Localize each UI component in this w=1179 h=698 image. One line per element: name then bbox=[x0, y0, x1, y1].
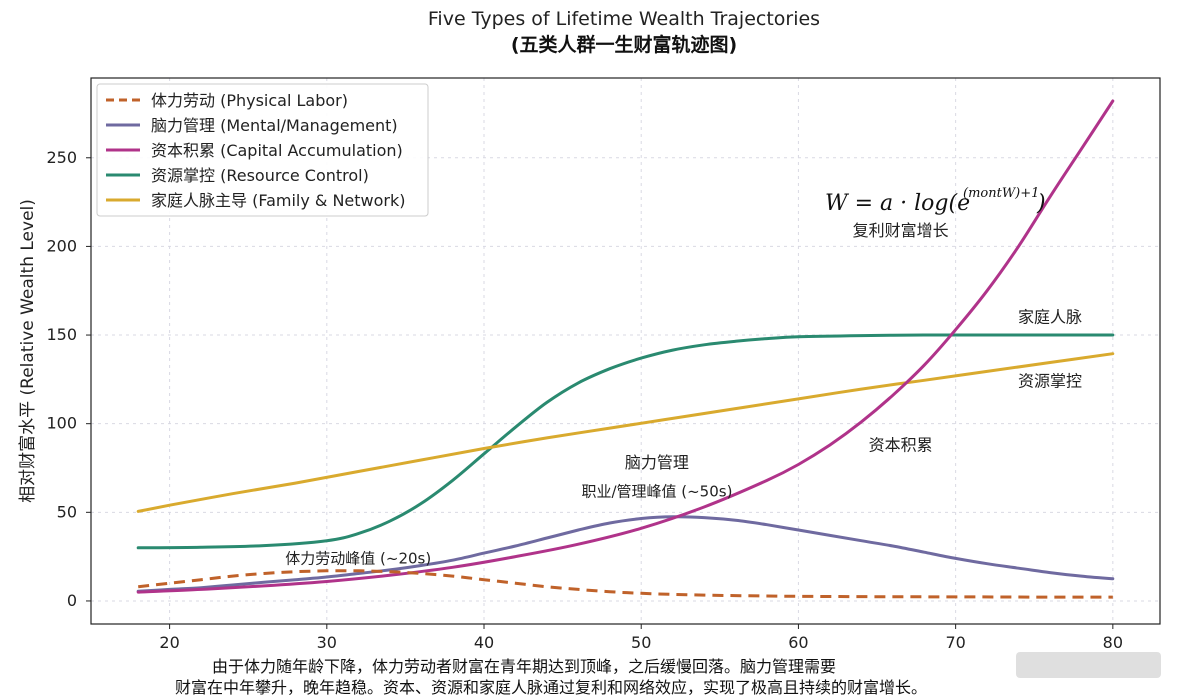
y-tick-label: 250 bbox=[46, 148, 77, 167]
y-axis-label: 相对财富水平 (Relative Wealth Level) bbox=[18, 199, 38, 503]
annotation-1: 脑力管理 bbox=[625, 453, 689, 472]
annotation-0: 体力劳动峰值 (~20s) bbox=[285, 550, 431, 568]
x-tick-label: 60 bbox=[788, 633, 808, 652]
watermark bbox=[1016, 652, 1161, 678]
formula-main: W = a · log(e bbox=[825, 191, 970, 216]
legend-box bbox=[96, 83, 429, 217]
y-tick-label: 50 bbox=[57, 502, 77, 521]
y-axis-ticks: 0 50 100 150 200 250 bbox=[46, 148, 91, 610]
x-tick-label: 30 bbox=[317, 633, 337, 652]
plot-frame bbox=[90, 77, 1161, 625]
annotation-2: 职业/管理峰值 (~50s) bbox=[581, 482, 732, 500]
chart-title: Five Types of Lifetime Wealth Trajectori… bbox=[428, 8, 820, 30]
series-line-4 bbox=[136, 352, 1115, 513]
chart-subtitle: (五类人群一生财富轨迹图) bbox=[511, 33, 737, 56]
y-tick-label: 200 bbox=[46, 236, 77, 255]
legend-label-4: 家庭人脉主导 (Family & Network) bbox=[151, 191, 406, 210]
annotation-4: 家庭人脉 bbox=[1018, 308, 1082, 327]
y-tick-label: 0 bbox=[67, 591, 77, 610]
x-axis-ticks: 20 30 40 50 60 70 80 bbox=[159, 624, 1123, 652]
series-line-2 bbox=[136, 99, 1115, 594]
legend-label-3: 资源掌控 (Resource Control) bbox=[151, 166, 369, 185]
caption-line-1: 由于体力随年龄下降，体力劳动者财富在青年期达到顶峰，之后缓慢回落。脑力管理需要 bbox=[212, 657, 836, 676]
series-line-0 bbox=[138, 569, 1113, 599]
series-line-1 bbox=[136, 515, 1115, 593]
formula: W = a · log(e (montW)+1 ) bbox=[825, 186, 1046, 216]
series-line-3 bbox=[136, 333, 1115, 550]
annotation-6: 复利财富增长 bbox=[853, 221, 949, 240]
x-tick-label: 20 bbox=[159, 633, 179, 652]
caption-line-2: 财富在中年攀升，晚年趋稳。资本、资源和家庭人脉通过复利和网络效应，实现了极高且持… bbox=[175, 678, 927, 697]
x-tick-label: 50 bbox=[631, 633, 651, 652]
y-tick-label: 100 bbox=[46, 414, 77, 433]
legend-label-2: 资本积累 (Capital Accumulation) bbox=[151, 141, 403, 160]
annotation-5: 资源掌控 bbox=[1018, 371, 1082, 390]
x-tick-label: 80 bbox=[1103, 633, 1123, 652]
x-tick-label: 40 bbox=[474, 633, 494, 652]
x-tick-label: 70 bbox=[945, 633, 965, 652]
legend: 体力劳动 (Physical Labor) 脑力管理 (Mental/Manage… bbox=[96, 83, 429, 217]
y-tick-label: 150 bbox=[46, 325, 77, 344]
formula-close: ) bbox=[1036, 191, 1046, 216]
series-lines bbox=[136, 99, 1115, 599]
annotation-3: 资本积累 bbox=[869, 435, 933, 454]
legend-label-0: 体力劳动 (Physical Labor) bbox=[151, 91, 348, 110]
legend-label-1: 脑力管理 (Mental/Management) bbox=[151, 116, 398, 135]
formula-superscript: (montW)+1 bbox=[963, 186, 1039, 201]
